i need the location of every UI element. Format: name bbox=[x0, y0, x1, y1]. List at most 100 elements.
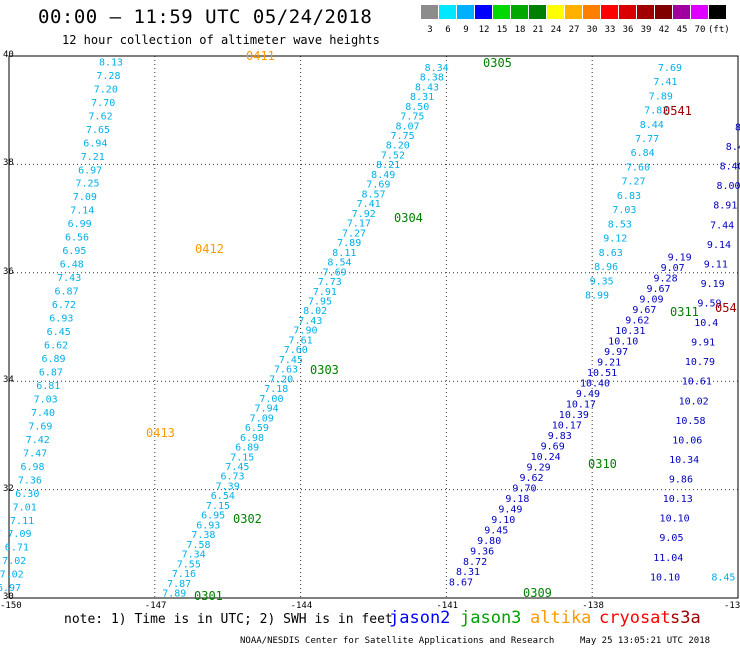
wave-height-value: 7.25 bbox=[75, 179, 99, 190]
wave-height-value: 7.45 bbox=[279, 355, 303, 366]
wave-height-value: 7.39 bbox=[216, 481, 240, 492]
wave-height-value: 7.61 bbox=[289, 335, 313, 346]
wave-height-value: 7.20 bbox=[94, 84, 118, 95]
pass-label: 0541 bbox=[663, 104, 692, 118]
wave-height-value: 7.03 bbox=[612, 205, 636, 216]
wave-height-value: 9.36 bbox=[470, 546, 494, 557]
wave-height-value: 8.11 bbox=[332, 248, 356, 259]
wave-height-value: 9.10 bbox=[491, 515, 515, 526]
wave-height-value: 10.51 bbox=[587, 368, 617, 379]
wave-height-value: 7.34 bbox=[182, 550, 206, 561]
wave-height-value: 10.02 bbox=[679, 396, 709, 407]
wave-height-value: 7.55 bbox=[177, 559, 201, 570]
scale-label: 21 bbox=[532, 25, 544, 35]
wave-height-value: 7.69 bbox=[323, 267, 347, 278]
wave-height-value: 7.92 bbox=[352, 209, 376, 220]
wave-height-value: 6.98 bbox=[240, 433, 264, 444]
wave-height-value: 7.69 bbox=[366, 180, 390, 191]
wave-height-value: 9.83 bbox=[548, 431, 572, 442]
scale-swatch bbox=[619, 5, 636, 19]
wave-height-value: 9.14 bbox=[707, 240, 731, 251]
scale-label: 27 bbox=[568, 25, 580, 35]
wave-height-value: 6.72 bbox=[52, 300, 76, 311]
scale-swatch bbox=[547, 5, 564, 19]
legend-item-jason3: jason3 bbox=[460, 608, 522, 628]
wave-height-value: 9.67 bbox=[632, 305, 656, 316]
wave-height-value: 10.4 bbox=[694, 318, 718, 329]
wave-height-value: 6.95 bbox=[201, 511, 225, 522]
wave-height-value: 7.16 bbox=[172, 569, 196, 580]
wave-height-value: 7.11 bbox=[10, 516, 34, 527]
y-axis-label: 32 bbox=[3, 483, 14, 494]
scale-swatch bbox=[475, 5, 492, 19]
pass-label: 0304 bbox=[394, 211, 423, 225]
wave-height-value: 9.67 bbox=[646, 284, 670, 295]
wave-height-value: 8.20 bbox=[386, 141, 410, 152]
map-subtitle: 12 hour collection of altimeter wave hei… bbox=[62, 33, 380, 47]
wave-height-value: 6.98 bbox=[21, 462, 45, 473]
map-grid bbox=[9, 56, 738, 598]
wave-height-value: 6.84 bbox=[631, 148, 655, 159]
wave-height-value: 8.67 bbox=[449, 578, 473, 589]
scale-label: 12 bbox=[478, 25, 490, 35]
wave-height-value: 6.62 bbox=[44, 341, 68, 352]
wave-height-value: 8.57 bbox=[361, 189, 385, 200]
scale-swatch bbox=[493, 5, 510, 19]
wave-height-value: 9.69 bbox=[541, 441, 565, 452]
wave-height-value: 9.80 bbox=[477, 536, 501, 547]
wave-height-value: 7.95 bbox=[308, 297, 332, 308]
wave-height-value: 9.11 bbox=[704, 259, 728, 270]
wave-height-value: 6.95 bbox=[62, 246, 86, 257]
wave-height-value: 7.87 bbox=[167, 579, 191, 590]
pass-label: 0412 bbox=[195, 242, 224, 256]
wave-height-value: 8.13 bbox=[99, 57, 123, 68]
scale-swatch bbox=[457, 5, 474, 19]
wave-height-value: 10.58 bbox=[675, 416, 705, 427]
wave-height-value: 9.12 bbox=[603, 234, 627, 245]
scale-label: 18 bbox=[514, 25, 526, 35]
scale-swatch bbox=[439, 5, 456, 19]
wave-height-value: 7.82 bbox=[644, 106, 668, 117]
wave-height-value: 8.96 bbox=[594, 262, 618, 273]
wave-height-value: 7.70 bbox=[91, 98, 115, 109]
wave-height-value: 7.38 bbox=[191, 530, 215, 541]
pass-label: 054 bbox=[715, 301, 737, 315]
wave-height-value: 7.09 bbox=[73, 192, 97, 203]
wave-height-value: 7.15 bbox=[206, 501, 230, 512]
wave-height-value: 6.45 bbox=[47, 327, 71, 338]
pass-labels: 0411 0412 0413 0305 0304 0303 0302 0301 0310 0309… bbox=[146, 49, 737, 603]
scale-label: 3 bbox=[427, 25, 433, 35]
wave-height-value: 6.87 bbox=[39, 367, 63, 378]
wave-height-value: 8.07 bbox=[395, 121, 419, 132]
pass-label: 0309 bbox=[523, 586, 552, 600]
scale-label: 33 bbox=[604, 25, 616, 35]
wave-height-value: 10.10 bbox=[660, 514, 690, 525]
wave-height-value: 7.42 bbox=[26, 435, 50, 446]
map-frame bbox=[8, 55, 739, 599]
wave-height-value: 6.56 bbox=[65, 233, 89, 244]
wave-height-value: 8.43 bbox=[415, 82, 439, 93]
satellite-tracks: 6.97 7.02 7.02 6.71 7.09 7.11 7.01 6.30 7.36 6.98… bbox=[0, 57, 740, 599]
wave-height-value: 8.4 bbox=[726, 142, 740, 153]
wave-height-value: 9.49 bbox=[498, 504, 522, 515]
wave-height-value: 7.91 bbox=[313, 287, 337, 298]
wave-height-value: 7.41 bbox=[357, 199, 381, 210]
wave-height-value: 8.38 bbox=[420, 73, 444, 84]
wave-height-value: 9.62 bbox=[625, 315, 649, 326]
pass-label: 0310 bbox=[588, 457, 617, 471]
legend-item-cryosat: cryosat bbox=[599, 608, 671, 628]
wave-height-value: 8.54 bbox=[327, 258, 351, 269]
wave-height-value: 7.62 bbox=[89, 111, 113, 122]
wave-height-value: 7.17 bbox=[347, 219, 371, 230]
wave-height-value: 8.02 bbox=[303, 306, 327, 317]
wave-height-value: 9.86 bbox=[669, 475, 693, 486]
wave-height-value: 9.91 bbox=[691, 338, 715, 349]
wave-height-value: 9.62 bbox=[519, 473, 543, 484]
wave-height-value: 7.69 bbox=[28, 421, 52, 432]
x-axis-label: -13 bbox=[724, 601, 740, 611]
wave-height-value: 8.63 bbox=[599, 248, 623, 259]
x-axis-label: -141 bbox=[436, 601, 459, 611]
wave-height-value: 8.31 bbox=[410, 92, 434, 103]
legend-item-s3a: s3a bbox=[670, 608, 701, 628]
wave-height-value: 7.60 bbox=[284, 345, 308, 356]
